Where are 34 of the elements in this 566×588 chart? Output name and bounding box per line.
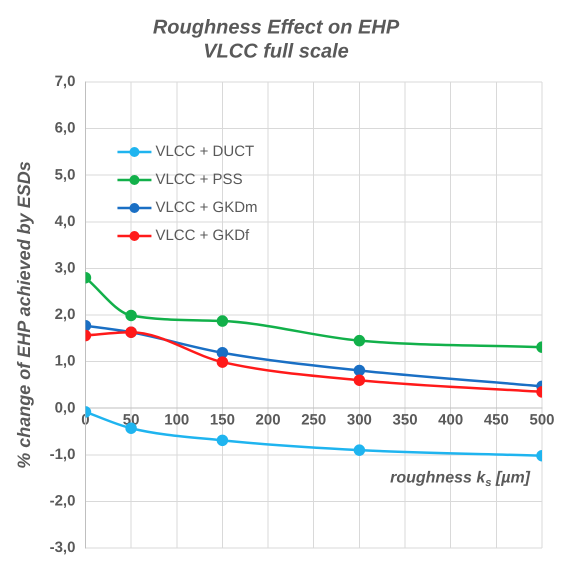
text: VLCC full scale bbox=[203, 40, 349, 63]
point bbox=[216, 315, 228, 327]
x-tick-label: 350 bbox=[392, 411, 418, 428]
y-axis-title: % change of EHP achieved by ESDs bbox=[14, 161, 34, 469]
y-tick-label: 7,0 bbox=[54, 73, 76, 90]
point bbox=[354, 374, 366, 386]
point bbox=[216, 356, 228, 368]
y-tick-label: 5,0 bbox=[54, 166, 76, 184]
y-tick-label: 3,0 bbox=[54, 260, 76, 277]
legend-label: VLCC + DUCT bbox=[155, 143, 254, 160]
legend-label: VLCC + GKDm bbox=[155, 199, 258, 216]
legend-label: VLCC + GKDf bbox=[155, 227, 250, 244]
point bbox=[354, 334, 366, 346]
x-tick-label: 450 bbox=[484, 411, 509, 428]
x-tick-label: 300 bbox=[346, 411, 372, 428]
legend-label: VLCC + PSS bbox=[155, 171, 243, 188]
y-tick-label: 4,0 bbox=[54, 212, 76, 230]
x-tick-label: 250 bbox=[301, 411, 326, 428]
y-tick-label: -3,0 bbox=[50, 539, 76, 556]
y-tick-label: 6,0 bbox=[54, 120, 76, 137]
y-tick-label: 0,0 bbox=[54, 399, 76, 416]
text: Roughness Effect on EHP bbox=[152, 16, 400, 39]
point bbox=[216, 434, 228, 446]
y-tick-label: -2,0 bbox=[50, 492, 76, 510]
y-tick-label: 1,0 bbox=[54, 352, 76, 370]
x-tick-label: 150 bbox=[210, 411, 235, 428]
point bbox=[354, 444, 366, 456]
x-tick-label: 500 bbox=[529, 411, 555, 428]
x-tick-label: 400 bbox=[438, 411, 464, 428]
x-tick-label: 100 bbox=[164, 411, 190, 428]
x-tick-label: 200 bbox=[256, 411, 281, 428]
y-tick-label: -1,0 bbox=[50, 446, 76, 463]
x-tick-label: 50 bbox=[122, 411, 140, 428]
y-tick-label: 2,0 bbox=[54, 306, 76, 324]
